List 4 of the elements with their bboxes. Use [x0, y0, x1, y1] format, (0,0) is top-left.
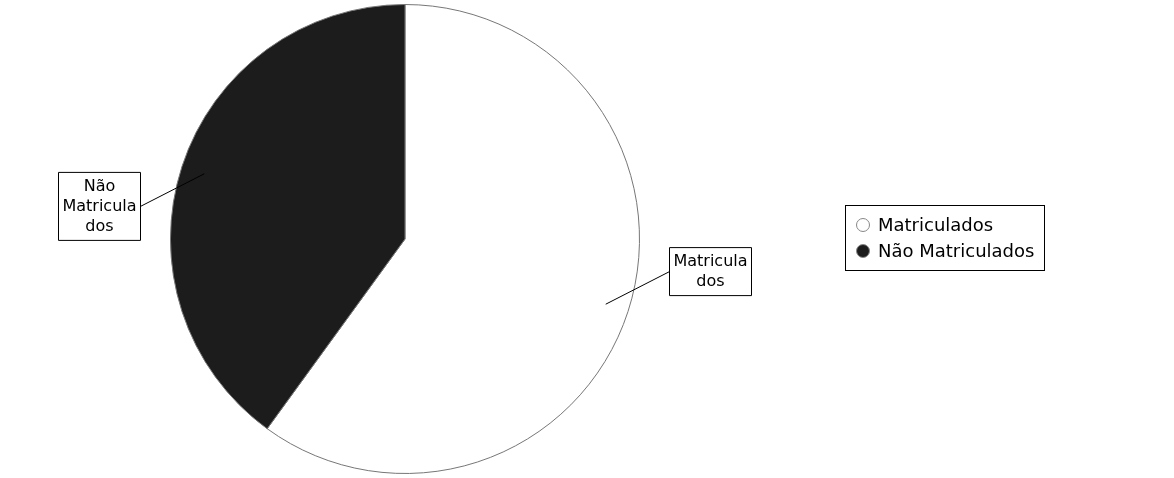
slice-label: Não Matriculados	[62, 175, 137, 235]
slice-label: Matriculados	[673, 250, 748, 290]
legend-label: Não Matriculados	[878, 239, 1035, 263]
category-label: Matriculados	[878, 214, 994, 235]
